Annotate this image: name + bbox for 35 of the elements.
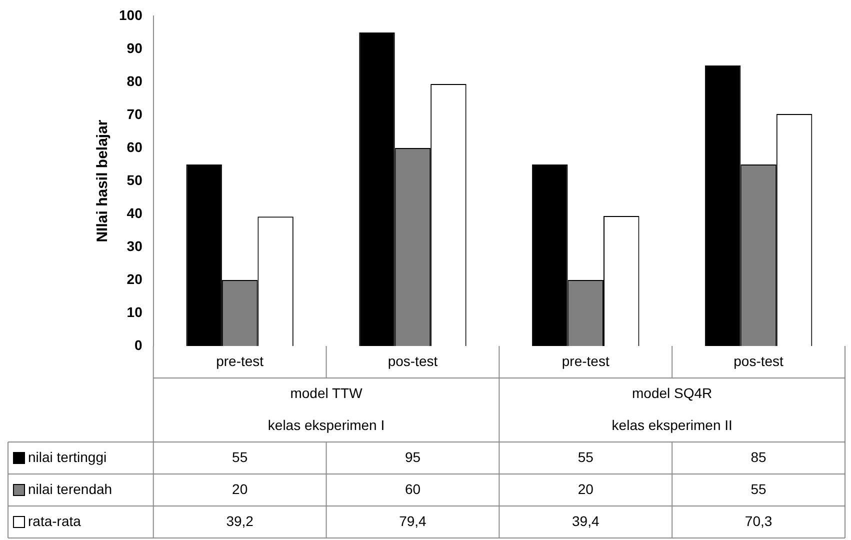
data-label: 39,2 (226, 512, 254, 529)
y-tick-label: 100 (119, 6, 143, 23)
data-label: 20 (578, 480, 594, 497)
legend-label: nilai terendah (28, 480, 112, 497)
x-tick-label: pre-test (562, 352, 610, 369)
data-label: 60 (404, 480, 421, 497)
data-label: 85 (750, 448, 767, 465)
legend-label: rata-rata (28, 512, 82, 529)
x-tick-label: pre-test (216, 352, 264, 369)
data-label: 55 (578, 448, 594, 465)
y-tick-label: 90 (126, 40, 143, 56)
legend-label: nilai tertinggi (28, 448, 107, 465)
y-tick-label: 40 (126, 204, 143, 221)
x-tick-label: pos-test (734, 352, 784, 369)
y-tick-label: 70 (126, 106, 143, 122)
y-tick-label: 60 (126, 138, 143, 155)
text: model SQ4R (632, 384, 712, 401)
y-tick-label: 30 (126, 238, 143, 254)
data-label: 39,4 (572, 512, 600, 529)
text: model TTW (290, 384, 364, 401)
y-tick-label: 0 (134, 336, 143, 353)
data-label: 79,4 (399, 512, 427, 529)
text: kelas eksperimen II (612, 416, 732, 433)
data-label: 20 (232, 480, 248, 497)
data-label: 55 (232, 448, 248, 465)
data-label: 95 (404, 448, 421, 465)
y-axis-title: NIlai hasil belajar (94, 120, 112, 242)
data-label: 70,3 (744, 512, 772, 529)
y-tick-label: 80 (126, 72, 143, 89)
text: kelas eksperimen I (268, 416, 385, 433)
data-label: 55 (750, 480, 767, 497)
y-tick-label: 50 (126, 172, 143, 188)
x-tick-label: pos-test (388, 352, 438, 369)
y-tick-label: 10 (126, 304, 143, 320)
y-tick-label: 20 (126, 270, 143, 287)
